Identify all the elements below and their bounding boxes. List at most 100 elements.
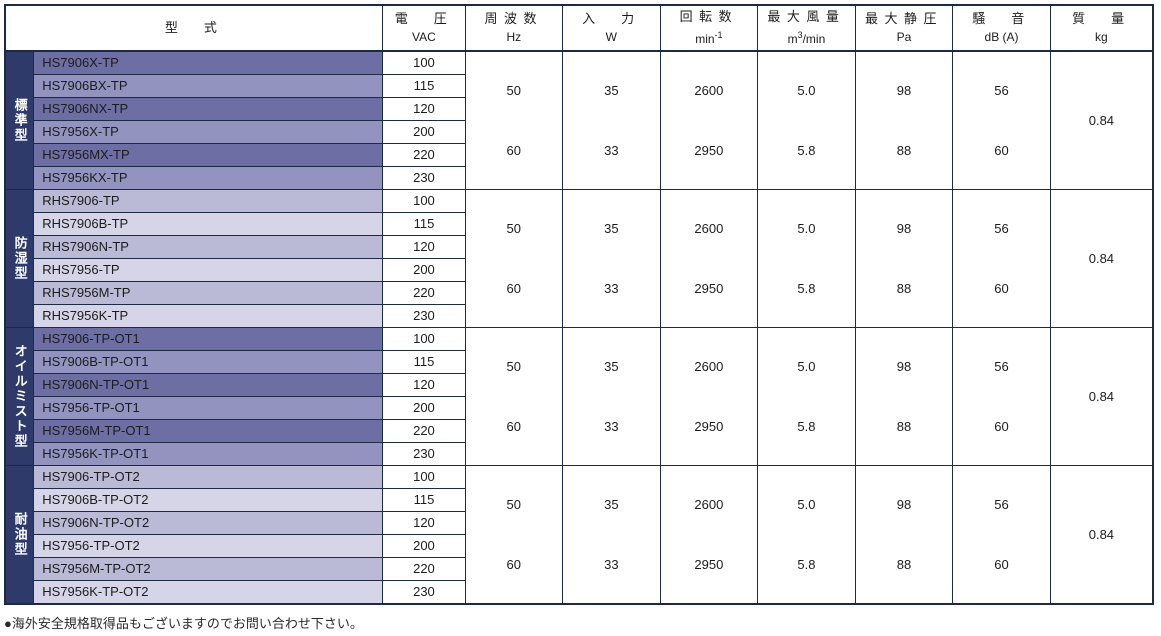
model-cell: HS7906NX-TP: [34, 98, 383, 121]
db-cell: 5660: [953, 328, 1051, 466]
model-cell: HS7906B-TP-OT2: [34, 489, 383, 512]
vac-cell: 115: [383, 75, 465, 98]
db-cell: 5660: [953, 51, 1051, 190]
model-cell: RHS7906-TP: [34, 190, 383, 213]
vac-cell: 230: [383, 305, 465, 328]
w-val-0: 35: [569, 337, 654, 397]
db-val-0: 56: [959, 475, 1044, 535]
model-cell: RHS7956K-TP: [34, 305, 383, 328]
w-val-0: 35: [569, 61, 654, 121]
rpm-val-0: 2600: [667, 61, 752, 121]
db-val-0: 56: [959, 61, 1044, 121]
model-cell: RHS7906N-TP: [34, 236, 383, 259]
flow-cell: 5.05.8: [758, 466, 856, 605]
flow-val-0: 5.0: [764, 475, 849, 535]
model-cell: HS7956X-TP: [34, 121, 383, 144]
rpm-val-0: 2600: [667, 475, 752, 535]
model-cell: RHS7956M-TP: [34, 282, 383, 305]
model-cell: HS7906BX-TP: [34, 75, 383, 98]
flow-cell: 5.05.8: [758, 51, 856, 190]
pa-cell: 9888: [855, 190, 953, 328]
w-cell: 3533: [563, 466, 661, 605]
vac-cell: 200: [383, 397, 465, 420]
w-val-1: 33: [569, 121, 654, 181]
kg-cell: 0.84: [1050, 51, 1153, 190]
pa-val-1: 88: [862, 259, 947, 319]
vac-cell: 230: [383, 581, 465, 605]
vac-cell: 100: [383, 51, 465, 75]
rpm-val-0: 2600: [667, 337, 752, 397]
db-val-1: 60: [959, 397, 1044, 457]
hz-val-0: 50: [472, 475, 557, 535]
pa-val-0: 98: [862, 337, 947, 397]
flow-val-0: 5.0: [764, 199, 849, 259]
col-header-pa: 最大静圧 Pa: [855, 5, 953, 51]
hz-cell: 5060: [465, 328, 563, 466]
model-cell: HS7956-TP-OT1: [34, 397, 383, 420]
table-row: 標準型HS7906X-TP10050603533260029505.05.898…: [5, 51, 1153, 75]
rpm-cell: 26002950: [660, 466, 758, 605]
model-cell: HS7956K-TP-OT1: [34, 443, 383, 466]
rpm-val-1: 2950: [667, 259, 752, 319]
category-label: オイルミスト型: [5, 328, 34, 466]
model-cell: HS7956KX-TP: [34, 167, 383, 190]
model-cell: HS7906X-TP: [34, 51, 383, 75]
hz-cell: 5060: [465, 466, 563, 605]
category-label: 耐油型: [5, 466, 34, 605]
rpm-val-1: 2950: [667, 121, 752, 181]
model-cell: HS7906-TP-OT1: [34, 328, 383, 351]
model-cell: HS7956K-TP-OT2: [34, 581, 383, 605]
rpm-val-0: 2600: [667, 199, 752, 259]
col-header-kg: 質 量 kg: [1050, 5, 1153, 51]
col-header-vac: 電 圧 VAC: [383, 5, 465, 51]
model-cell: HS7906-TP-OT2: [34, 466, 383, 489]
vac-cell: 100: [383, 466, 465, 489]
db-cell: 5660: [953, 466, 1051, 605]
vac-cell: 230: [383, 167, 465, 190]
col-header-model: 型 式: [5, 5, 383, 51]
flow-val-0: 5.0: [764, 61, 849, 121]
rpm-cell: 26002950: [660, 190, 758, 328]
pa-cell: 9888: [855, 466, 953, 605]
w-cell: 3533: [563, 190, 661, 328]
hz-cell: 5060: [465, 190, 563, 328]
pa-val-1: 88: [862, 397, 947, 457]
model-cell: RHS7906B-TP: [34, 213, 383, 236]
model-cell: HS7906N-TP-OT1: [34, 374, 383, 397]
w-val-0: 35: [569, 475, 654, 535]
vac-cell: 220: [383, 558, 465, 581]
table-row: オイルミスト型HS7906-TP-OT110050603533260029505…: [5, 328, 1153, 351]
vac-cell: 230: [383, 443, 465, 466]
hz-val-1: 60: [472, 121, 557, 181]
model-cell: HS7906B-TP-OT1: [34, 351, 383, 374]
vac-cell: 220: [383, 144, 465, 167]
vac-cell: 120: [383, 236, 465, 259]
table-row: 耐油型HS7906-TP-OT210050603533260029505.05.…: [5, 466, 1153, 489]
model-cell: HS7956MX-TP: [34, 144, 383, 167]
model-cell: HS7956M-TP-OT1: [34, 420, 383, 443]
w-cell: 3533: [563, 51, 661, 190]
db-cell: 5660: [953, 190, 1051, 328]
w-val-1: 33: [569, 397, 654, 457]
vac-cell: 120: [383, 98, 465, 121]
col-header-flow: 最大風量 m3/min: [758, 5, 856, 51]
vac-cell: 120: [383, 374, 465, 397]
vac-cell: 120: [383, 512, 465, 535]
flow-cell: 5.05.8: [758, 328, 856, 466]
flow-unit: m3/min: [764, 26, 849, 48]
model-cell: HS7906N-TP-OT2: [34, 512, 383, 535]
flow-val-1: 5.8: [764, 397, 849, 457]
header-row: 型 式 電 圧 VAC 周波数 Hz 入 力 W 回転数 min-1 最大風量 …: [5, 5, 1153, 51]
vac-cell: 220: [383, 420, 465, 443]
pa-val-0: 98: [862, 61, 947, 121]
db-val-0: 56: [959, 337, 1044, 397]
pa-val-0: 98: [862, 199, 947, 259]
footnote: ●海外安全規格取得品もございますのでお問い合わせ下さい。: [4, 613, 1157, 632]
flow-val-1: 5.8: [764, 259, 849, 319]
kg-cell: 0.84: [1050, 190, 1153, 328]
hz-val-0: 50: [472, 61, 557, 121]
vac-cell: 115: [383, 489, 465, 512]
category-label: 標準型: [5, 51, 34, 190]
rpm-unit: min-1: [667, 26, 752, 48]
hz-val-1: 60: [472, 259, 557, 319]
